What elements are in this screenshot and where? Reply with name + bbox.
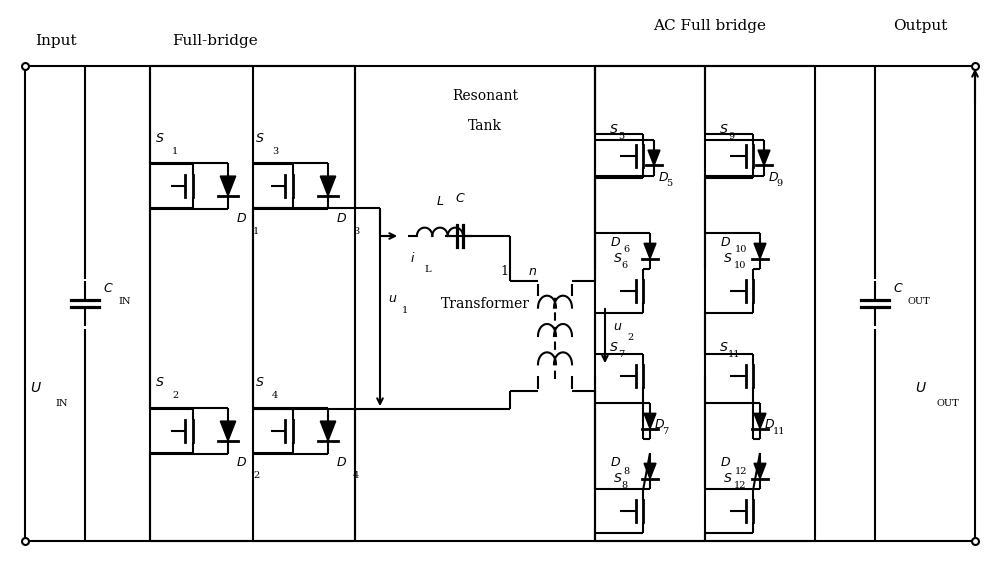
Text: $D$: $D$ — [658, 171, 669, 184]
Text: $D$: $D$ — [336, 456, 347, 469]
Text: 12: 12 — [733, 481, 746, 490]
Text: IN: IN — [55, 399, 68, 408]
Polygon shape — [320, 176, 336, 196]
Text: 6: 6 — [622, 261, 628, 270]
Text: $U$: $U$ — [915, 381, 927, 396]
Text: $u$: $u$ — [388, 292, 397, 305]
Text: 11: 11 — [773, 427, 785, 437]
Text: $n$: $n$ — [528, 264, 537, 278]
Text: Full-bridge: Full-bridge — [172, 34, 258, 48]
Text: $D$: $D$ — [236, 456, 247, 469]
Text: 10: 10 — [733, 261, 746, 270]
Polygon shape — [220, 176, 236, 196]
Text: $U$: $U$ — [30, 381, 42, 396]
Text: 8: 8 — [623, 466, 629, 475]
Text: 5: 5 — [667, 179, 673, 188]
Text: IN: IN — [118, 297, 130, 306]
Text: Output: Output — [893, 19, 947, 33]
Text: $D$: $D$ — [720, 455, 731, 468]
Text: 2: 2 — [627, 333, 633, 342]
Text: $S$: $S$ — [613, 472, 622, 485]
Text: 3: 3 — [353, 227, 359, 236]
Text: 9: 9 — [728, 132, 734, 141]
Text: $S$: $S$ — [609, 122, 619, 135]
Text: 1:: 1: — [500, 264, 512, 278]
Text: $S$: $S$ — [719, 122, 729, 135]
Text: L: L — [424, 264, 431, 274]
Text: $S$: $S$ — [723, 472, 732, 485]
Text: Tank: Tank — [468, 119, 502, 133]
Text: 1: 1 — [253, 227, 259, 236]
Polygon shape — [754, 464, 766, 479]
Text: 2: 2 — [172, 391, 178, 400]
Polygon shape — [644, 464, 656, 479]
Text: $S$: $S$ — [255, 376, 265, 390]
Polygon shape — [754, 413, 766, 429]
Text: $S$: $S$ — [719, 340, 729, 354]
Text: $i$: $i$ — [410, 251, 415, 265]
Text: $D$: $D$ — [336, 212, 347, 224]
Text: 11: 11 — [728, 350, 740, 359]
Polygon shape — [648, 150, 660, 165]
Text: $D$: $D$ — [610, 455, 621, 468]
Polygon shape — [754, 243, 766, 258]
Text: 8: 8 — [622, 481, 628, 490]
Text: $S$: $S$ — [609, 340, 619, 354]
Text: 9: 9 — [777, 179, 783, 188]
Text: 5: 5 — [618, 132, 624, 141]
Text: $D$: $D$ — [768, 171, 779, 184]
Polygon shape — [758, 150, 770, 165]
Text: 6: 6 — [623, 245, 629, 254]
Text: 4: 4 — [353, 472, 359, 481]
Text: $L$: $L$ — [436, 195, 444, 207]
Text: $S$: $S$ — [723, 252, 732, 265]
Text: $S$: $S$ — [255, 131, 265, 145]
Text: 4: 4 — [272, 391, 278, 400]
Text: $D$: $D$ — [236, 212, 247, 224]
Polygon shape — [320, 421, 336, 441]
Polygon shape — [644, 243, 656, 258]
Text: 2: 2 — [253, 472, 259, 481]
Text: 1: 1 — [402, 306, 408, 315]
Text: 1: 1 — [172, 146, 178, 155]
Text: $C$: $C$ — [103, 282, 114, 295]
Text: 7: 7 — [618, 350, 624, 359]
Text: Transformer: Transformer — [440, 297, 530, 311]
Polygon shape — [220, 421, 236, 441]
Polygon shape — [644, 413, 656, 429]
Text: $C$: $C$ — [893, 282, 904, 295]
Text: $S$: $S$ — [155, 376, 165, 390]
Text: $D$: $D$ — [720, 236, 731, 248]
Text: OUT: OUT — [908, 297, 931, 306]
Text: 12: 12 — [735, 466, 747, 475]
Text: AC Full bridge: AC Full bridge — [654, 19, 767, 33]
Text: OUT: OUT — [937, 399, 960, 408]
Text: $u$: $u$ — [613, 319, 622, 332]
Text: $D$: $D$ — [764, 418, 775, 431]
Text: Input: Input — [35, 34, 77, 48]
Text: 7: 7 — [663, 427, 669, 437]
Text: $D$: $D$ — [610, 236, 621, 248]
Text: $S$: $S$ — [613, 252, 622, 265]
Text: Resonant: Resonant — [452, 89, 518, 103]
Text: $C$: $C$ — [455, 192, 465, 205]
Text: 3: 3 — [272, 146, 278, 155]
Text: $D$: $D$ — [654, 418, 665, 431]
Text: 10: 10 — [735, 245, 747, 254]
Text: $S$: $S$ — [155, 131, 165, 145]
